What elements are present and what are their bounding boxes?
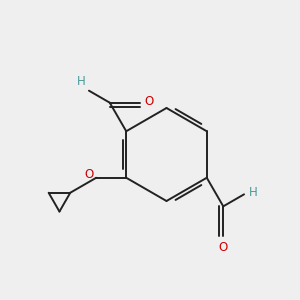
Text: O: O: [84, 168, 93, 181]
Text: O: O: [219, 241, 228, 254]
Text: H: H: [77, 75, 86, 88]
Text: O: O: [144, 95, 154, 108]
Text: H: H: [249, 186, 257, 199]
